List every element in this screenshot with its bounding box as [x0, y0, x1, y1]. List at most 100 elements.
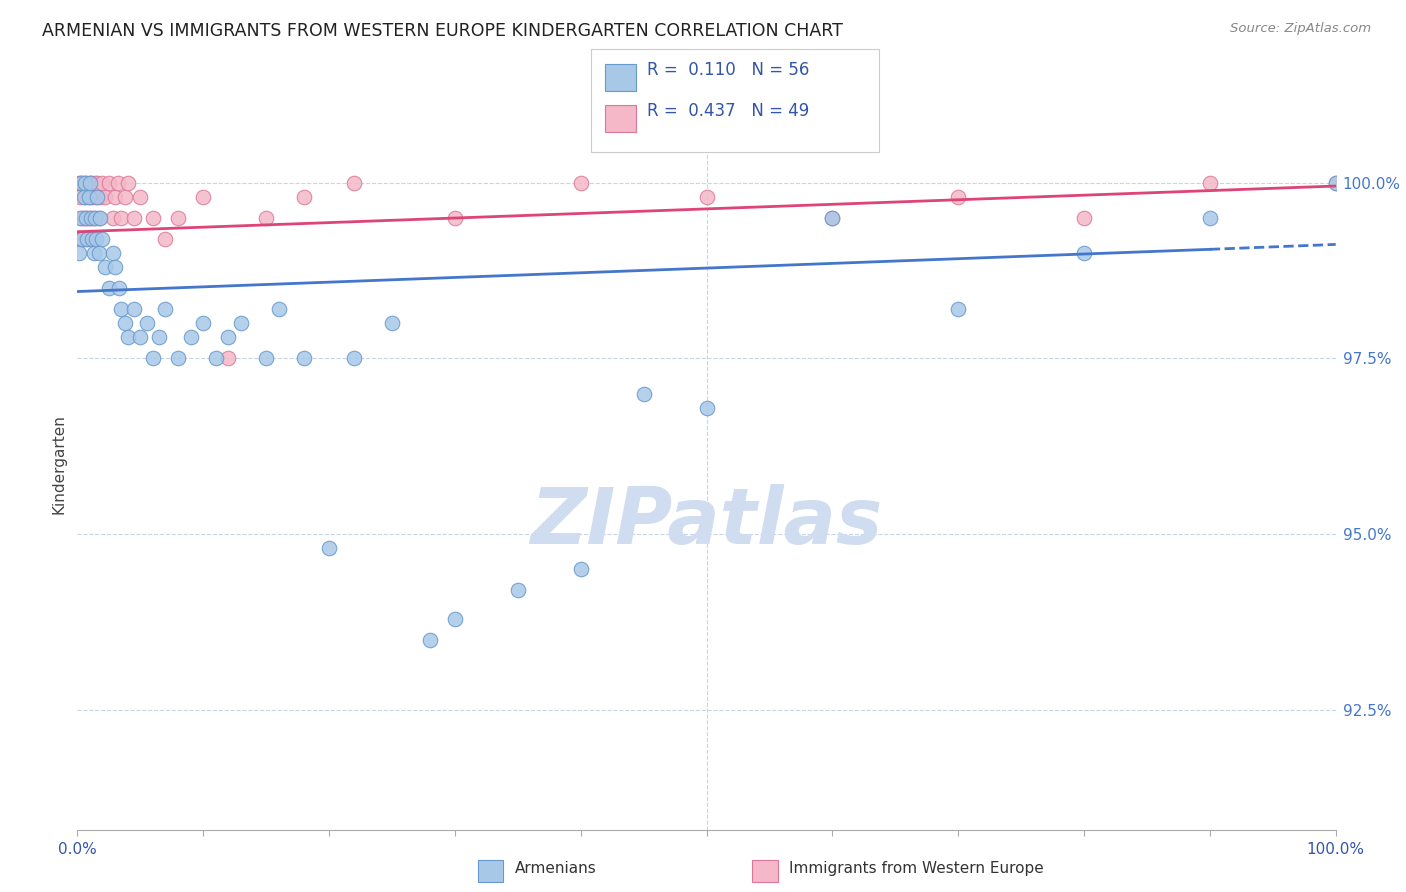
Point	[204, 351, 226, 366]
Point	[129, 330, 152, 344]
Point	[107, 176, 129, 190]
Point	[75, 211, 97, 225]
Point	[267, 302, 290, 317]
Point	[104, 260, 127, 274]
Point	[318, 541, 340, 556]
Point	[101, 245, 124, 260]
Point	[1073, 211, 1095, 225]
Point	[94, 189, 117, 203]
Y-axis label: Kindergarten: Kindergarten	[51, 414, 66, 514]
Point	[72, 176, 94, 190]
Point	[292, 351, 315, 366]
Text: R =  0.110   N = 56: R = 0.110 N = 56	[647, 62, 808, 79]
Point	[180, 330, 202, 344]
Point	[155, 302, 177, 317]
Point	[217, 351, 239, 366]
Point	[76, 211, 98, 225]
Point	[91, 176, 114, 190]
Point	[67, 245, 90, 260]
Point	[84, 189, 107, 203]
Point	[94, 260, 117, 274]
Point	[114, 189, 136, 203]
Point	[821, 211, 844, 225]
Point	[821, 211, 844, 225]
Point	[80, 211, 103, 225]
Point	[87, 245, 110, 260]
Point	[444, 611, 467, 625]
Point	[72, 232, 94, 246]
Point	[148, 330, 170, 344]
Point	[91, 232, 114, 246]
Point	[86, 189, 108, 203]
Point	[73, 176, 96, 190]
Point	[101, 211, 124, 225]
Point	[1324, 176, 1347, 190]
Point	[191, 316, 215, 330]
Point	[79, 176, 101, 190]
Point	[1073, 245, 1095, 260]
Point	[292, 189, 315, 203]
Point	[89, 189, 111, 203]
Text: R =  0.437   N = 49: R = 0.437 N = 49	[647, 103, 808, 120]
Text: Source: ZipAtlas.com: Source: ZipAtlas.com	[1230, 22, 1371, 36]
Point	[82, 232, 104, 246]
Point	[217, 330, 239, 344]
Point	[73, 189, 96, 203]
Point	[80, 176, 103, 190]
Point	[108, 281, 131, 295]
Point	[97, 176, 120, 190]
Point	[110, 211, 132, 225]
Point	[343, 176, 366, 190]
Point	[77, 189, 100, 203]
Point	[97, 281, 120, 295]
Point	[1324, 176, 1347, 190]
Point	[72, 211, 94, 225]
Point	[254, 351, 277, 366]
Text: Armenians: Armenians	[515, 862, 596, 876]
Point	[75, 232, 97, 246]
Point	[142, 211, 165, 225]
Point	[117, 330, 139, 344]
Point	[129, 189, 152, 203]
Point	[86, 176, 108, 190]
Point	[72, 189, 94, 203]
Point	[569, 176, 592, 190]
Point	[84, 232, 107, 246]
Point	[122, 302, 145, 317]
Point	[381, 316, 404, 330]
Point	[419, 632, 441, 647]
Point	[87, 211, 110, 225]
Point	[155, 232, 177, 246]
Point	[696, 401, 718, 415]
Point	[696, 189, 718, 203]
Point	[83, 211, 105, 225]
Point	[114, 316, 136, 330]
Point	[254, 211, 277, 225]
Point	[1199, 211, 1222, 225]
Point	[70, 176, 93, 190]
Point	[167, 351, 190, 366]
Text: ZIPatlas: ZIPatlas	[530, 484, 883, 560]
Point	[70, 176, 93, 190]
Point	[142, 351, 165, 366]
Point	[948, 189, 970, 203]
Point	[167, 211, 190, 225]
Point	[84, 176, 107, 190]
Point	[229, 316, 252, 330]
Point	[77, 189, 100, 203]
Point	[89, 211, 111, 225]
Point	[82, 189, 104, 203]
Point	[69, 211, 91, 225]
Point	[79, 176, 101, 190]
Point	[444, 211, 467, 225]
Point	[110, 302, 132, 317]
Point	[117, 176, 139, 190]
Point	[79, 211, 101, 225]
Point	[72, 211, 94, 225]
Point	[948, 302, 970, 317]
Point	[67, 176, 90, 190]
Point	[569, 562, 592, 576]
Point	[135, 316, 157, 330]
Point	[191, 189, 215, 203]
Point	[122, 211, 145, 225]
